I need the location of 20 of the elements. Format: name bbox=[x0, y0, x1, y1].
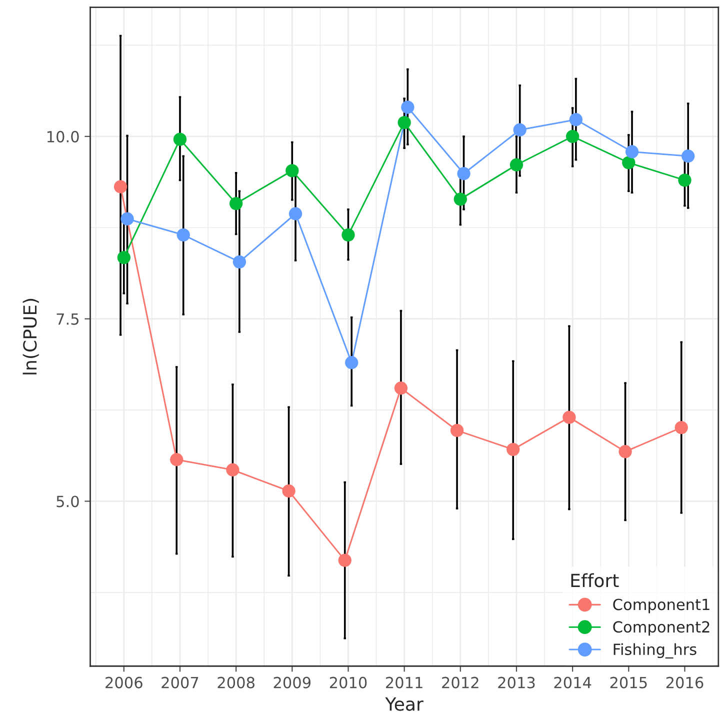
x-tick-label: 2013 bbox=[498, 676, 535, 688]
legend-label: Component1 bbox=[613, 598, 710, 614]
y-tick-label: 10.0 bbox=[47, 130, 79, 142]
legend-label: Fishing_hrs bbox=[614, 643, 696, 658]
x-tick-label: 2009 bbox=[274, 676, 311, 688]
x-tick-label: 2006 bbox=[106, 676, 142, 688]
legend-label: Component2 bbox=[613, 621, 710, 636]
x-tick-label: 2012 bbox=[442, 676, 478, 688]
x-tick-label: 2014 bbox=[554, 676, 592, 688]
y-axis-title: ln(CPUE) bbox=[22, 298, 39, 374]
y-tick-label: 7.5 bbox=[56, 313, 78, 325]
legend-title: Effort bbox=[571, 573, 619, 588]
x-tick-label: 2008 bbox=[218, 676, 254, 688]
x-tick-label: 2010 bbox=[330, 676, 367, 688]
x-tick-label: 2011 bbox=[386, 676, 422, 688]
x-tick-label: 2015 bbox=[610, 676, 647, 688]
x-tick-label: 2016 bbox=[666, 676, 704, 688]
x-tick-label: 2007 bbox=[162, 676, 198, 688]
x-axis-title: Year bbox=[385, 697, 424, 711]
y-tick-label: 5.0 bbox=[56, 496, 79, 508]
